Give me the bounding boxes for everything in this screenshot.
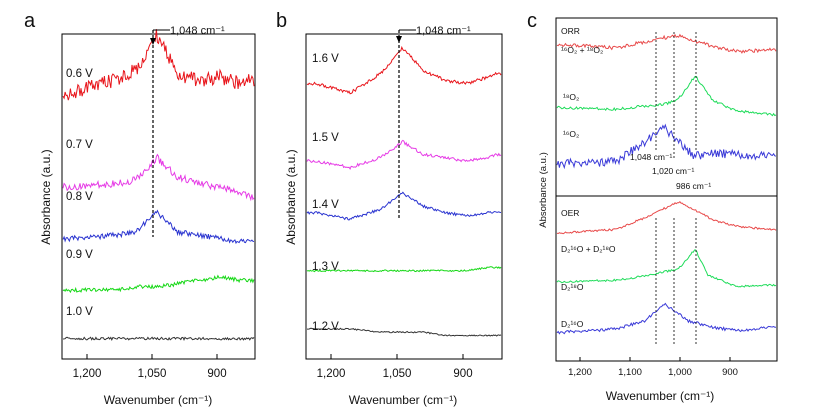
label-0-9v: 0.9 V — [66, 249, 93, 261]
panel-c-oer-curve-0 — [556, 200, 777, 235]
label-0-6v: 0.6 V — [66, 68, 93, 80]
oer-series-d218o-label: D₂¹⁸O — [561, 282, 584, 292]
panel-b-curve-1 — [306, 139, 502, 170]
panel-b-arrow-icon — [396, 36, 402, 43]
panel-c-oer-curve-1 — [556, 249, 777, 288]
panel-b-xlabel: Wavenumber (cm⁻¹) — [349, 393, 458, 407]
label-0-7v: 0.7 V — [66, 139, 93, 151]
panel-a-curve-4 — [62, 336, 255, 342]
oer-series-d216o-label: D₂¹⁶O — [561, 319, 584, 329]
panel-b-curve-0 — [306, 45, 502, 95]
panel-a-curve-0 — [62, 29, 255, 101]
panel-a-curve-3 — [62, 274, 255, 294]
panel-b-xtick-900: 900 — [453, 368, 472, 380]
panel-c-oer-frame — [555, 195, 778, 362]
panel-c-label: c — [527, 10, 537, 32]
panel-a-annotation: 1,048 cm⁻¹ — [170, 25, 225, 37]
panel-a-curve-2 — [62, 209, 255, 245]
panel-a-curve-1 — [62, 153, 255, 202]
panel-a-arrow-icon — [150, 38, 156, 45]
label-0-8v: 0.8 V — [66, 191, 93, 203]
label-1-2v: 1.2 V — [312, 321, 339, 333]
panel-a: a 0.6 V 0.7 V 0.8 V 0.9 V 1.0 V 1,048 cm… — [24, 10, 256, 407]
panel-c-xlabel: Wavenumber (cm⁻¹) — [606, 389, 715, 403]
panel-a-xlabel: Wavenumber (cm⁻¹) — [104, 393, 213, 407]
panel-b-ylabel: Absorbance (a.u.) — [284, 149, 298, 244]
panel-b: b 1.6 V 1.5 V 1.4 V 1.3 V 1.2 V 1,048 cm… — [276, 10, 503, 407]
panel-c-xtick-1200: 1,200 — [568, 367, 592, 378]
panel-c-orr-curve-1 — [556, 75, 777, 117]
orr-annotation-1020: 1,020 cm⁻¹ — [652, 166, 694, 176]
panel-c-oer-curve-2 — [556, 302, 777, 335]
label-1-3v: 1.3 V — [312, 261, 339, 273]
orr-title: ORR — [561, 26, 580, 36]
panel-b-xtick-1200: 1,200 — [317, 368, 346, 380]
panel-a-frame — [61, 33, 256, 360]
panel-b-curve-4 — [307, 327, 502, 337]
orr-series-16o2-label: ¹⁶O₂ — [563, 129, 579, 139]
panel-a-curves — [62, 29, 255, 342]
panel-b-frame — [305, 33, 503, 360]
oer-series-mixed-label: D₂¹⁶O + D₂¹⁸O — [561, 244, 616, 254]
panel-c-curves — [556, 33, 777, 335]
label-1-6v: 1.6 V — [312, 53, 339, 65]
panel-c-orr-curve-0 — [556, 33, 777, 54]
panel-b-curve-2 — [306, 191, 502, 221]
panel-b-curves — [306, 45, 502, 337]
panel-c-ylabel: Absorbance (a.u.) — [538, 152, 549, 228]
panel-c: c ORR ¹⁶O₂ + ¹⁸O₂ ¹⁸O₂ ¹⁶O₂ 1,048 cm⁻¹ 1… — [527, 10, 778, 403]
label-1-5v: 1.5 V — [312, 132, 339, 144]
panel-c-xtick-900: 900 — [722, 367, 738, 378]
panel-a-xtick-900: 900 — [207, 368, 226, 380]
panel-b-annotation: 1,048 cm⁻¹ — [416, 25, 471, 37]
panel-a-xtick-1200: 1,200 — [73, 368, 102, 380]
orr-annotation-986: 986 cm⁻¹ — [676, 181, 711, 191]
orr-series-mixed-label: ¹⁶O₂ + ¹⁸O₂ — [561, 45, 603, 55]
label-1-0v: 1.0 V — [66, 306, 93, 318]
label-1-4v: 1.4 V — [312, 199, 339, 211]
panel-c-orr-curve-2 — [556, 123, 777, 170]
panel-b-curve-3 — [306, 266, 502, 273]
orr-annotation-1048: 1,048 cm⁻¹ — [630, 152, 672, 162]
panel-a-label: a — [24, 10, 36, 32]
oer-title: OER — [561, 208, 579, 218]
panel-b-label: b — [276, 10, 287, 32]
panel-c-xtick-1000: 1,000 — [668, 367, 692, 378]
panel-b-xtick-1050: 1,050 — [383, 368, 412, 380]
panel-c-xtick-1100: 1,100 — [618, 367, 642, 378]
panel-a-ylabel: Absorbance (a.u.) — [39, 149, 53, 244]
orr-series-18o2-label: ¹⁸O₂ — [563, 92, 579, 102]
panel-a-xtick-1050: 1,050 — [138, 368, 167, 380]
